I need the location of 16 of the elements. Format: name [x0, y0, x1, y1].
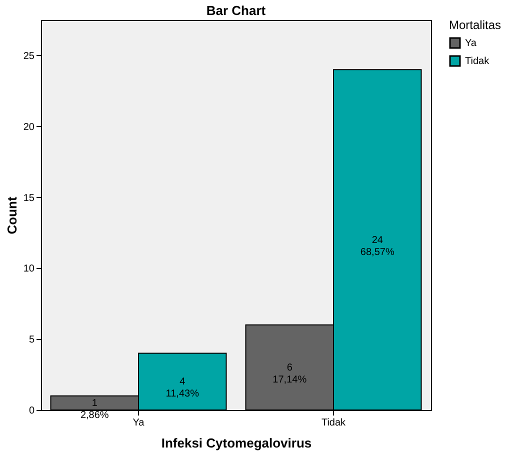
y-axis-title: Count	[4, 196, 20, 234]
legend-label: Ya	[465, 38, 477, 49]
data-label: 6 17,14%	[272, 362, 307, 386]
data-label: 4 11,43%	[166, 376, 200, 400]
chart-title: Bar Chart	[206, 3, 266, 18]
data-label: 24 68,57%	[360, 234, 394, 258]
y-tick-label: 10	[23, 264, 35, 275]
data-label: 1 2,86%	[80, 398, 109, 421]
y-tick-label: 5	[28, 334, 35, 346]
x-axis-title: Infeksi Cytomegalovirus	[161, 436, 312, 450]
y-tick-label: 15	[23, 192, 35, 204]
y-tick-label: 20	[23, 122, 35, 133]
y-tick-label: 0	[28, 406, 35, 416]
legend-title: Mortalitas	[449, 18, 502, 32]
y-tick-label: 25	[23, 50, 35, 62]
legend-label: Tidak	[465, 56, 490, 67]
